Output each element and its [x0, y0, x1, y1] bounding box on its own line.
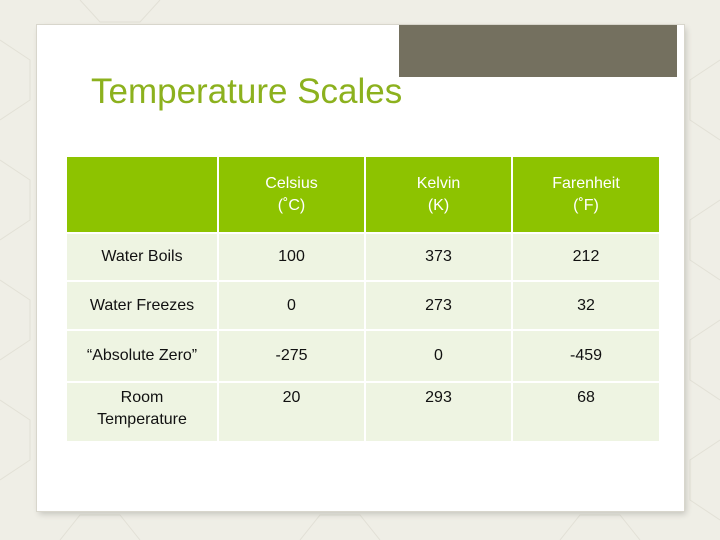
row-label: Room Temperature	[67, 383, 217, 441]
header-celsius-name: Celsius	[265, 174, 318, 192]
celsius-cell: 20	[219, 383, 364, 441]
kelvin-cell: 0	[366, 331, 511, 381]
kelvin-cell: 373	[366, 234, 511, 280]
row-label-line2: Temperature	[97, 411, 187, 428]
temperature-table: Celsius (˚C) Kelvin (K) Farenheit (˚F) W…	[65, 155, 661, 443]
celsius-cell: -275	[219, 331, 364, 381]
celsius-cell: 100	[219, 234, 364, 280]
celsius-cell: 0	[219, 282, 364, 329]
header-cell-kelvin: Kelvin (K)	[366, 157, 511, 232]
row-label: “Absolute Zero”	[67, 331, 217, 381]
header-kelvin-name: Kelvin	[416, 174, 461, 192]
kelvin-cell: 273	[366, 282, 511, 329]
header-kelvin-unit: (K)	[427, 196, 450, 214]
kelvin-cell: 293	[366, 383, 511, 441]
header-row: Celsius (˚C) Kelvin (K) Farenheit (˚F)	[67, 157, 659, 232]
header-celsius-unit: (˚C)	[277, 196, 306, 214]
row-label: Water Freezes	[67, 282, 217, 329]
row-label-line1: Room	[120, 389, 164, 406]
fahrenheit-cell: -459	[513, 331, 659, 381]
slide-title: Temperature Scales	[91, 72, 403, 111]
fahrenheit-cell: 212	[513, 234, 659, 280]
row-label: Water Boils	[67, 234, 217, 280]
header-fahrenheit-unit: (˚F)	[573, 196, 599, 214]
table-row: Water Freezes 0 273 32	[67, 282, 659, 329]
accent-box	[399, 25, 677, 77]
table-row: Room Temperature 20 293 68	[67, 383, 659, 441]
header-fahrenheit-name: Farenheit	[552, 174, 620, 192]
table-row: Water Boils 100 373 212	[67, 234, 659, 280]
header-cell-fahrenheit: Farenheit (˚F)	[513, 157, 659, 232]
header-cell-empty	[67, 157, 217, 232]
fahrenheit-cell: 32	[513, 282, 659, 329]
fahrenheit-cell: 68	[513, 383, 659, 441]
header-cell-celsius: Celsius (˚C)	[219, 157, 364, 232]
table-row: “Absolute Zero” -275 0 -459	[67, 331, 659, 381]
